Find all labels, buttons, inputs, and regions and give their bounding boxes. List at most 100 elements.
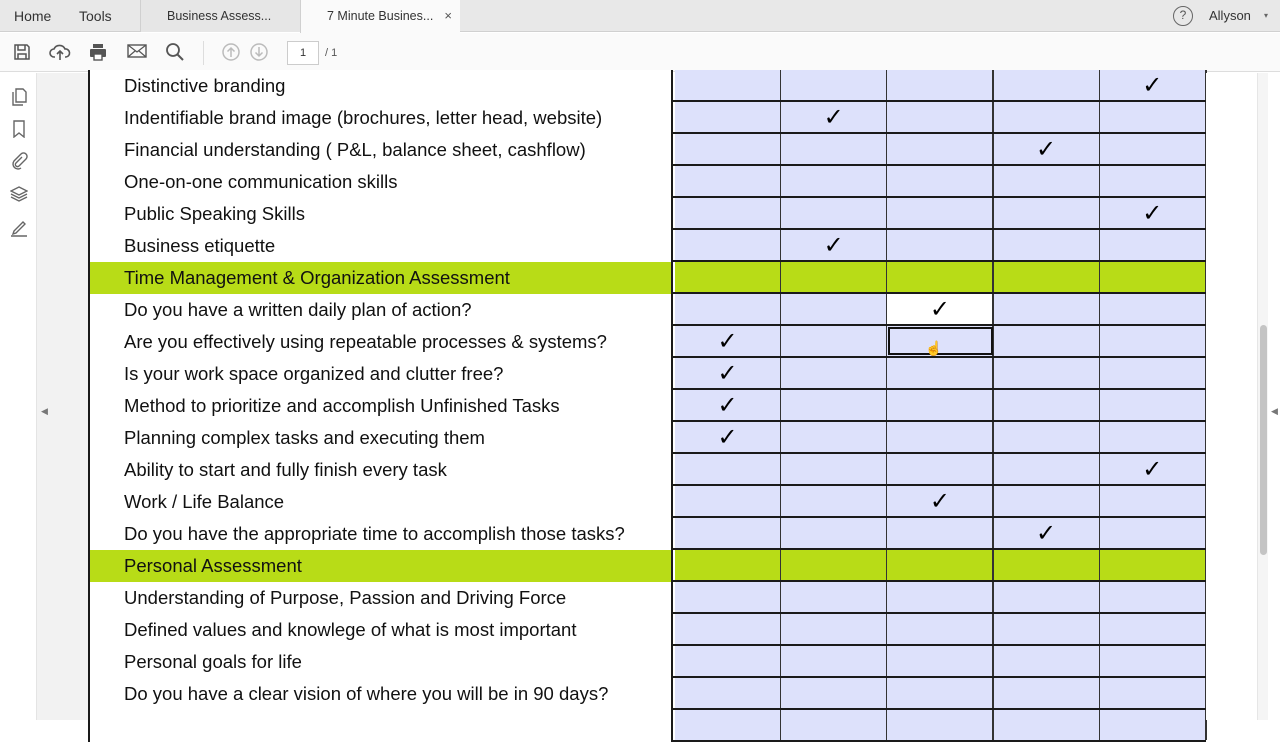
rating-checkbox-cell[interactable] xyxy=(887,326,995,356)
rating-checkbox-cell[interactable] xyxy=(675,518,782,548)
rating-checkbox-cell[interactable] xyxy=(781,70,889,100)
rating-checkbox-cell[interactable] xyxy=(675,678,782,708)
rating-checkbox-cell[interactable] xyxy=(1099,486,1207,516)
attachment-icon[interactable] xyxy=(8,152,30,174)
rating-checkbox-cell[interactable] xyxy=(781,166,889,196)
print-icon[interactable] xyxy=(87,42,109,64)
rating-checkbox-cell[interactable] xyxy=(887,198,995,228)
rating-checkbox-cell[interactable] xyxy=(887,678,995,708)
rating-checkbox-cell[interactable] xyxy=(1099,582,1207,612)
rating-checkbox-cell[interactable]: ✓ xyxy=(993,134,1101,164)
rating-checkbox-cell[interactable] xyxy=(1099,518,1207,548)
rating-checkbox-cell[interactable]: ✓ xyxy=(993,518,1101,548)
rating-checkbox-cell[interactable] xyxy=(993,390,1101,420)
rating-checkbox-cell[interactable]: ✓ xyxy=(675,326,782,356)
page-down-icon[interactable] xyxy=(248,42,270,64)
rating-checkbox-cell[interactable] xyxy=(781,646,889,676)
rating-checkbox-cell[interactable] xyxy=(781,614,889,644)
tools-tab[interactable]: Tools xyxy=(79,8,112,24)
rating-checkbox-cell[interactable] xyxy=(993,102,1101,132)
rating-checkbox-cell[interactable] xyxy=(993,486,1101,516)
rating-checkbox-cell[interactable]: ✓ xyxy=(781,102,889,132)
rating-checkbox-cell[interactable]: ✓ xyxy=(887,486,995,516)
rating-checkbox-cell[interactable] xyxy=(1099,134,1207,164)
rating-checkbox-cell[interactable] xyxy=(675,294,782,324)
rating-checkbox-cell[interactable] xyxy=(781,518,889,548)
user-menu[interactable]: Allyson xyxy=(1209,8,1251,23)
rating-checkbox-cell[interactable] xyxy=(675,454,782,484)
signature-icon[interactable] xyxy=(8,219,30,241)
rating-checkbox-cell[interactable] xyxy=(887,390,995,420)
rating-checkbox-cell[interactable] xyxy=(993,582,1101,612)
document-tab-business-assessment[interactable]: Business Assess... xyxy=(140,0,300,32)
rating-checkbox-cell[interactable] xyxy=(887,102,995,132)
rating-checkbox-cell[interactable]: ✓ xyxy=(1099,454,1207,484)
rating-checkbox-cell[interactable] xyxy=(993,198,1101,228)
rating-checkbox-cell[interactable]: ✓ xyxy=(675,358,782,388)
rating-checkbox-cell[interactable] xyxy=(1099,390,1207,420)
scrollbar-thumb[interactable] xyxy=(1260,325,1267,555)
rating-checkbox-cell[interactable] xyxy=(887,422,995,452)
save-icon[interactable] xyxy=(11,42,33,64)
rating-checkbox-cell[interactable] xyxy=(887,646,995,676)
rating-checkbox-cell[interactable] xyxy=(887,230,995,260)
rating-checkbox-cell[interactable] xyxy=(781,710,889,740)
vertical-scrollbar[interactable] xyxy=(1257,73,1268,720)
rating-checkbox-cell[interactable] xyxy=(887,454,995,484)
rating-checkbox-cell[interactable] xyxy=(781,326,889,356)
rating-checkbox-cell[interactable] xyxy=(993,326,1101,356)
rating-checkbox-cell[interactable] xyxy=(781,678,889,708)
rating-checkbox-cell[interactable] xyxy=(675,166,782,196)
rating-checkbox-cell[interactable] xyxy=(887,358,995,388)
rating-checkbox-cell[interactable] xyxy=(781,390,889,420)
rating-checkbox-cell[interactable] xyxy=(993,422,1101,452)
rating-checkbox-cell[interactable] xyxy=(993,710,1101,740)
rating-checkbox-cell[interactable] xyxy=(1099,678,1207,708)
rating-checkbox-cell[interactable] xyxy=(1099,326,1207,356)
rating-checkbox-cell[interactable] xyxy=(675,646,782,676)
email-icon[interactable] xyxy=(126,42,148,64)
rating-checkbox-cell[interactable] xyxy=(1099,614,1207,644)
page-up-icon[interactable] xyxy=(220,42,242,64)
home-tab[interactable]: Home xyxy=(14,8,52,24)
rating-checkbox-cell[interactable] xyxy=(781,454,889,484)
rating-checkbox-cell[interactable]: ✓ xyxy=(781,230,889,260)
rating-checkbox-cell[interactable] xyxy=(781,294,889,324)
rating-checkbox-cell[interactable] xyxy=(675,710,782,740)
rating-checkbox-cell[interactable] xyxy=(887,134,995,164)
rating-checkbox-cell[interactable] xyxy=(1099,710,1207,740)
rating-checkbox-cell[interactable] xyxy=(887,710,995,740)
search-icon[interactable] xyxy=(164,42,186,64)
rating-checkbox-cell[interactable] xyxy=(993,166,1101,196)
rating-checkbox-cell[interactable] xyxy=(1099,646,1207,676)
rating-checkbox-cell[interactable] xyxy=(675,102,782,132)
rating-checkbox-cell[interactable] xyxy=(675,134,782,164)
rating-checkbox-cell[interactable] xyxy=(675,582,782,612)
rating-checkbox-cell[interactable] xyxy=(887,518,995,548)
rating-checkbox-cell[interactable] xyxy=(781,582,889,612)
rating-checkbox-cell[interactable]: ✓ xyxy=(675,422,782,452)
rating-checkbox-cell[interactable] xyxy=(1099,294,1207,324)
bookmark-icon[interactable] xyxy=(8,120,30,142)
expand-right-icon[interactable]: ◀ xyxy=(1271,406,1278,416)
rating-checkbox-cell[interactable] xyxy=(1099,166,1207,196)
close-icon[interactable]: × xyxy=(444,8,452,23)
document-tab-7-minute[interactable]: 7 Minute Busines... × xyxy=(300,0,460,33)
rating-checkbox-cell[interactable] xyxy=(887,582,995,612)
rating-checkbox-cell[interactable] xyxy=(993,454,1101,484)
page-number-input[interactable]: 1 xyxy=(287,41,319,65)
pages-icon[interactable] xyxy=(8,88,30,110)
rating-checkbox-cell[interactable] xyxy=(781,134,889,164)
rating-checkbox-cell[interactable] xyxy=(781,486,889,516)
rating-checkbox-cell[interactable] xyxy=(675,230,782,260)
rating-checkbox-cell[interactable] xyxy=(993,646,1101,676)
rating-checkbox-cell[interactable] xyxy=(781,422,889,452)
rating-checkbox-cell[interactable] xyxy=(1099,102,1207,132)
collapse-left-icon[interactable]: ◀ xyxy=(41,406,48,416)
rating-checkbox-cell[interactable] xyxy=(993,70,1101,100)
upload-icon[interactable] xyxy=(49,42,71,64)
rating-checkbox-cell[interactable] xyxy=(993,678,1101,708)
rating-checkbox-cell[interactable]: ✓ xyxy=(1099,198,1207,228)
rating-checkbox-cell[interactable] xyxy=(887,166,995,196)
rating-checkbox-cell[interactable]: ✓ xyxy=(675,390,782,420)
